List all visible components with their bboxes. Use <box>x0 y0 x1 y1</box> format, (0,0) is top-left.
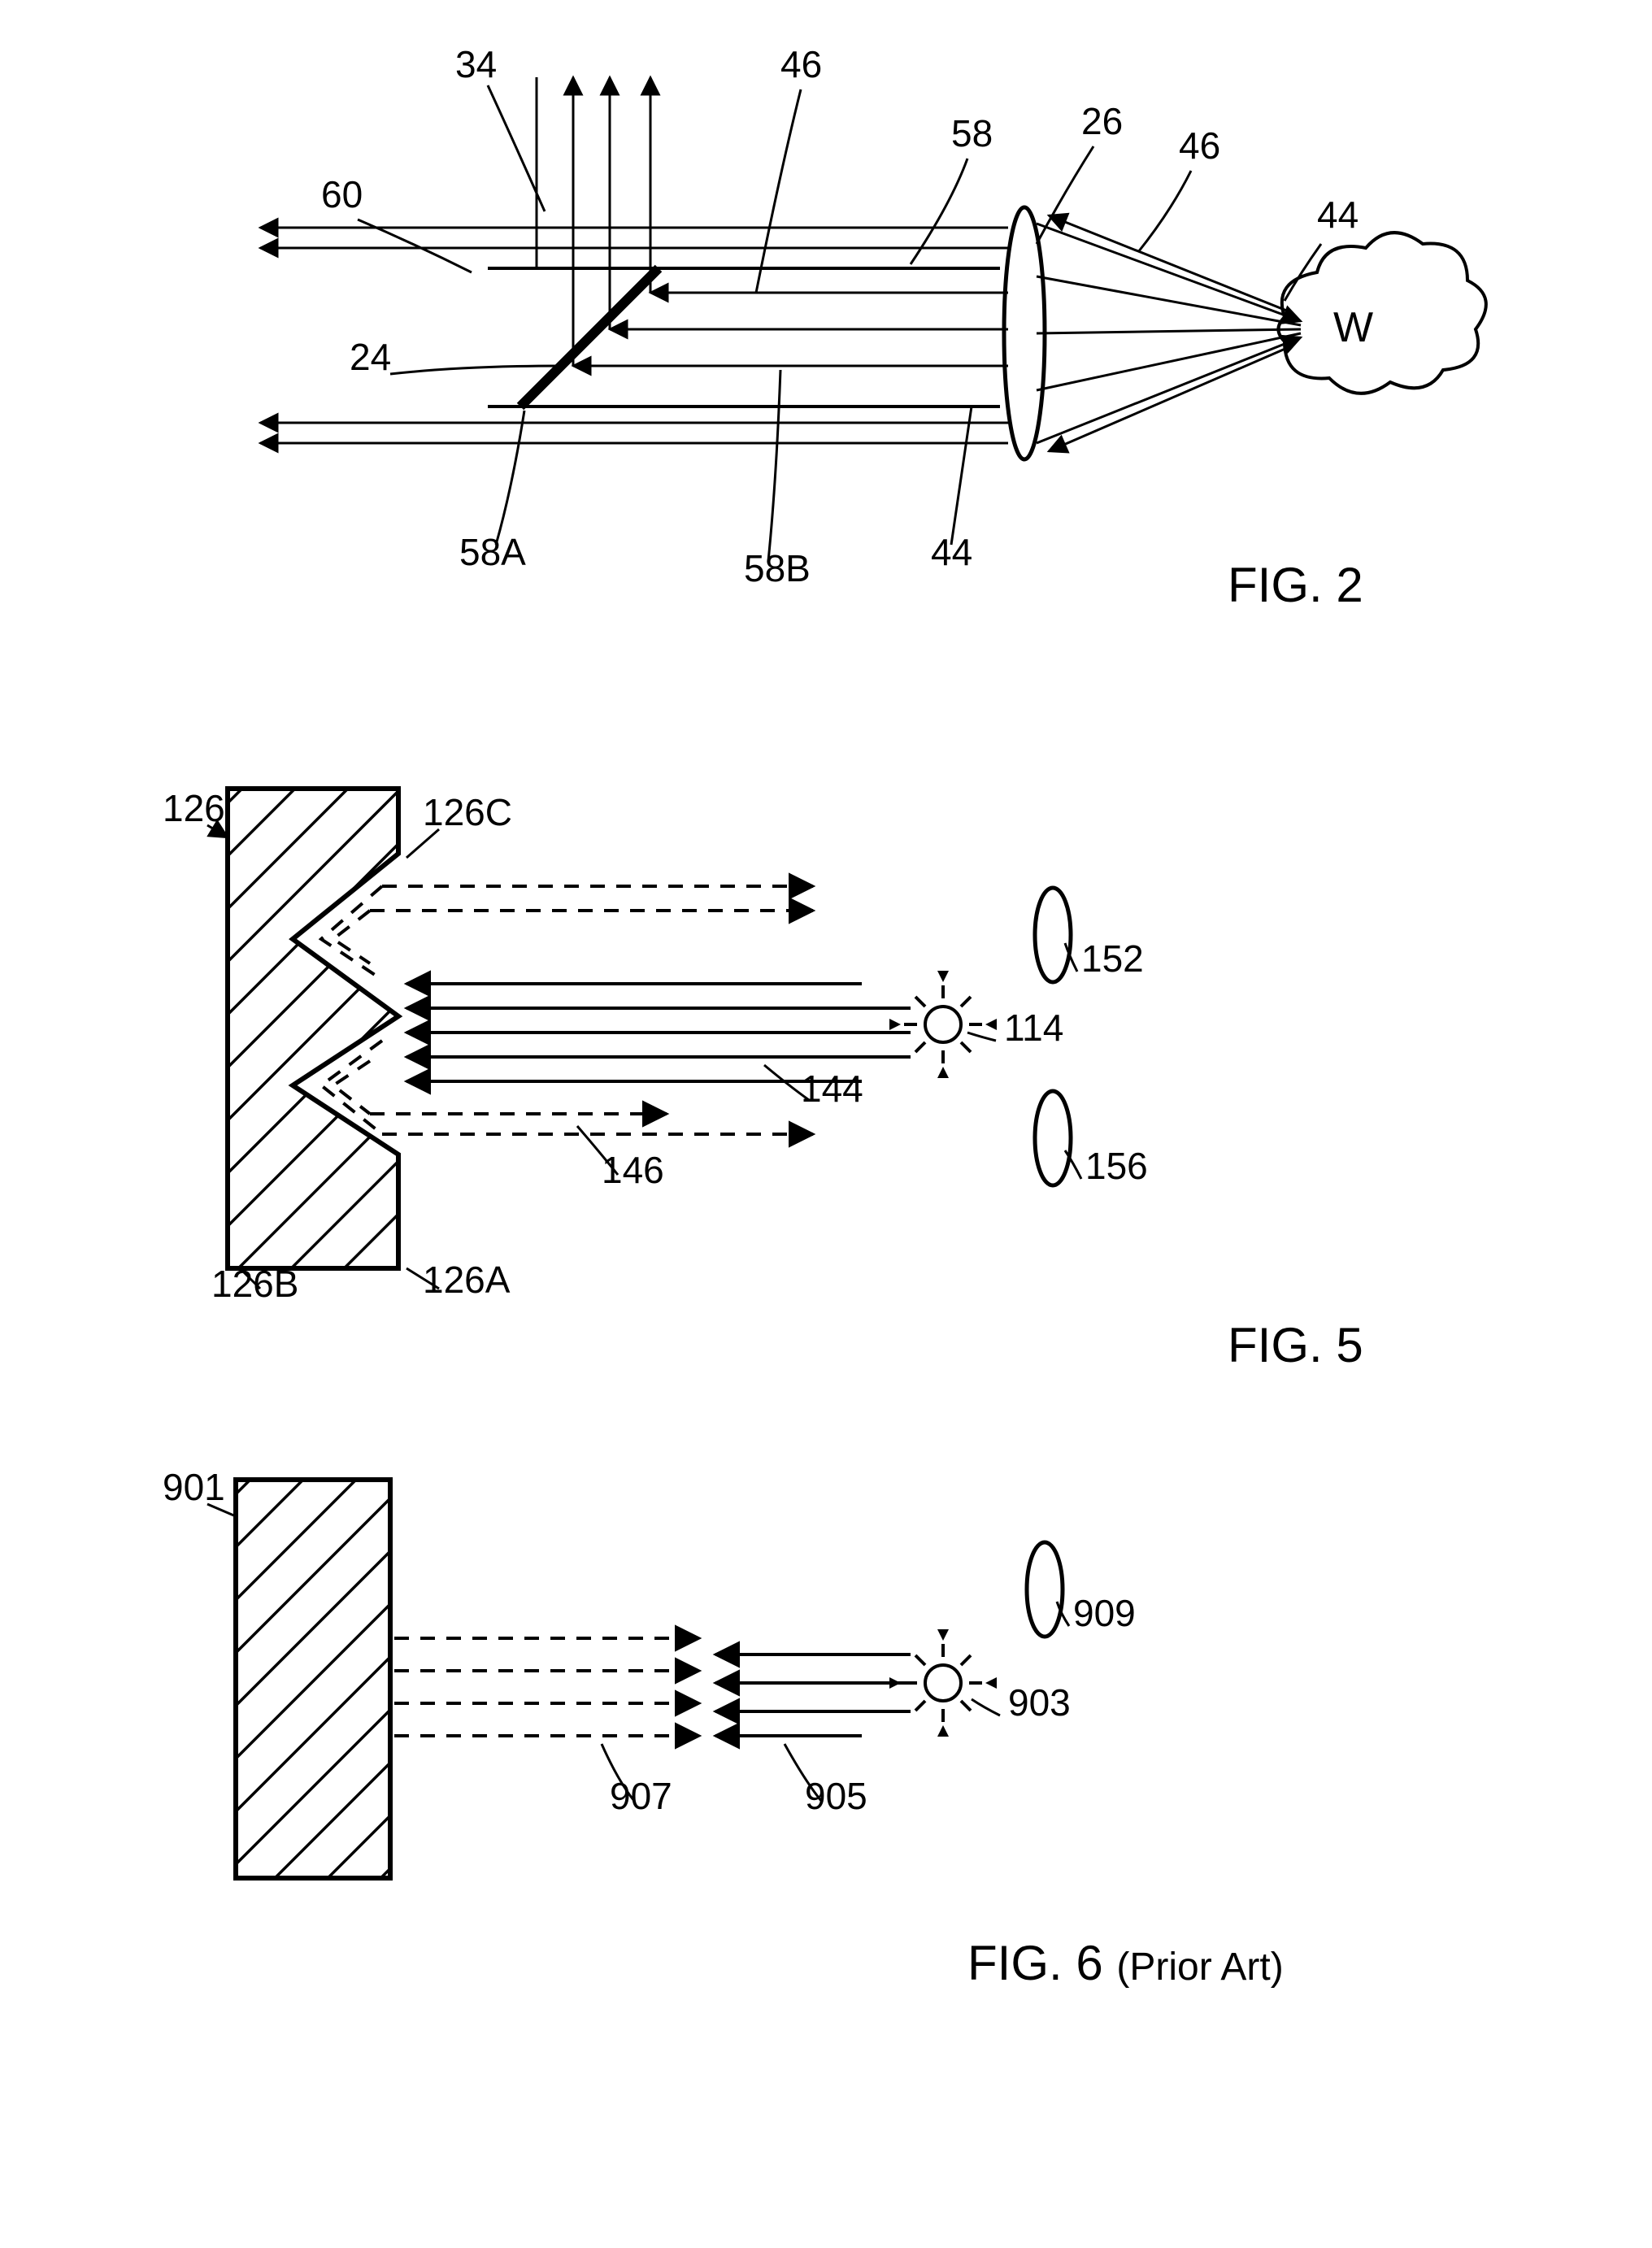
light-source-icon <box>889 971 997 1078</box>
ref-909: 909 <box>1073 1592 1136 1634</box>
ref-46-right: 46 <box>1179 124 1220 167</box>
ref-114: 114 <box>1004 1007 1063 1049</box>
fig5-diagram: 126 126C 152 114 144 146 156 126B 126A <box>0 764 1652 1382</box>
ref-60: 60 <box>321 173 363 215</box>
ref-W: W <box>1333 304 1373 351</box>
fig2-diagram: 34 46 58 26 46 44 60 24 58A 58B 44 W <box>0 0 1652 626</box>
ref-34: 34 <box>455 43 497 85</box>
ref-58A: 58A <box>459 531 526 573</box>
ref-156: 156 <box>1085 1145 1148 1187</box>
ref-126B: 126B <box>211 1263 298 1305</box>
ref-903: 903 <box>1008 1681 1071 1724</box>
ref-126A: 126A <box>423 1259 511 1301</box>
block-901 <box>236 1480 390 1878</box>
ref-46-top: 46 <box>780 43 822 85</box>
ref-26: 26 <box>1081 100 1123 142</box>
ref-44-right: 44 <box>1317 193 1359 236</box>
ref-126C: 126C <box>423 791 512 833</box>
ref-24: 24 <box>350 336 391 378</box>
ref-907: 907 <box>610 1775 672 1817</box>
patent-drawing-page: 34 46 58 26 46 44 60 24 58A 58B 44 W FIG… <box>0 0 1652 2248</box>
fig6-caption: FIG. 6 (Prior Art) <box>967 1935 1284 1991</box>
ref-58: 58 <box>951 112 993 154</box>
lens-909 <box>1027 1542 1063 1637</box>
ref-146: 146 <box>602 1149 664 1191</box>
fig5-caption: FIG. 5 <box>1228 1317 1363 1373</box>
ref-152: 152 <box>1081 937 1144 980</box>
lens-156 <box>1035 1091 1071 1185</box>
ref-144: 144 <box>801 1067 863 1110</box>
fig2-caption: FIG. 2 <box>1228 557 1363 613</box>
ref-126: 126 <box>163 787 225 829</box>
ref-58B: 58B <box>744 547 811 589</box>
ref-44-bottom: 44 <box>931 531 972 573</box>
ref-901: 901 <box>163 1466 225 1508</box>
lens-152 <box>1035 888 1071 982</box>
fig6-diagram: 901 909 903 907 905 <box>0 1463 1652 1984</box>
ref-905: 905 <box>805 1775 867 1817</box>
